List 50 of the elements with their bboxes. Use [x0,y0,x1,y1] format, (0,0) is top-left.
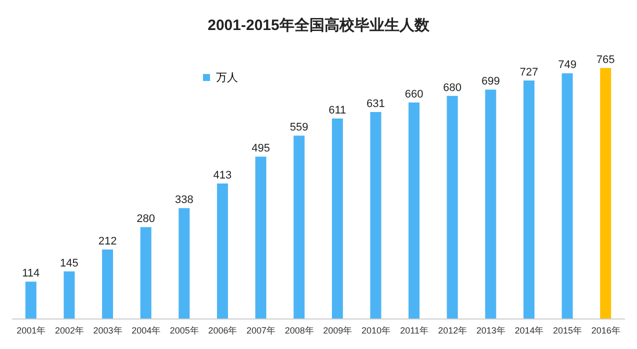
bar [562,73,573,319]
bar [102,249,114,319]
data-label: 495 [252,142,270,155]
data-label: 145 [60,257,78,270]
bar [485,90,496,319]
data-label: 660 [404,88,424,100]
x-tick-label: 2012年 [438,325,468,336]
x-tick-label: 2011年 [400,325,428,336]
data-label: 749 [558,59,576,72]
x-tick-label: 2004年 [132,325,161,336]
bar [216,183,228,319]
x-tick-label: 2016年 [591,325,620,336]
x-tick-label: 2009年 [323,325,352,336]
bar [332,118,343,319]
data-label: 699 [481,76,500,88]
bar [178,208,190,319]
x-tick-label: 2005年 [170,325,199,336]
bar [64,271,75,319]
legend-label: 万人 [216,71,238,85]
bar [294,136,305,319]
x-tick-label: 2013年 [476,325,506,336]
bar [523,80,534,319]
x-tick-label: 2008年 [284,325,314,336]
x-tick-label: 2014年 [514,325,544,336]
data-label: 631 [366,98,385,110]
x-tick-label: 2002年 [54,325,84,336]
data-label: 212 [98,235,117,248]
x-tick-label: 2015年 [553,325,582,336]
bar [25,282,36,319]
bar [370,112,382,319]
bar [446,96,458,319]
data-label: 559 [290,122,308,134]
x-tick-label: 2003年 [93,325,122,336]
bar [140,227,152,319]
bar [600,68,612,319]
data-label: 413 [213,169,232,182]
x-tick-label: 2010年 [361,325,390,336]
data-label: 727 [520,66,538,78]
data-label: 765 [596,54,615,66]
data-label: 114 [22,268,40,280]
bar [408,102,420,319]
bar [255,156,266,319]
x-tick-label: 2001年 [16,325,46,336]
data-label: 280 [136,213,156,226]
chart-title: 2001-2015年全国高校毕业生人数 [206,16,430,35]
x-tick-label: 2007年 [246,325,276,336]
data-label: 611 [328,104,346,117]
x-tick-label: 2006年 [208,325,238,336]
data-label: 338 [174,194,194,206]
data-label: 680 [443,82,462,94]
